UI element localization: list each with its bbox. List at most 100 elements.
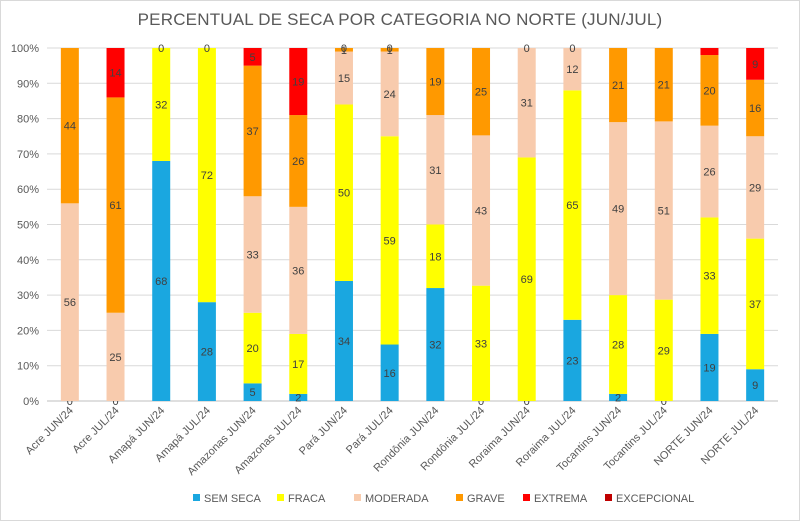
x-tick-label: Acre JUN/24 (23, 405, 76, 458)
bar-segment (380, 344, 399, 401)
data-label: 1 (341, 45, 347, 57)
data-label: 72 (201, 170, 213, 182)
bar-segment (334, 280, 353, 401)
bar-segment (197, 48, 216, 303)
legend-label: GRAVE (467, 493, 505, 505)
bar-segment (289, 393, 308, 401)
data-label: 19 (703, 362, 715, 374)
bar-segment (243, 196, 262, 313)
bar-segment (654, 121, 673, 300)
bar-segment (243, 48, 262, 66)
data-label: 25 (475, 87, 487, 99)
legend-swatch (193, 494, 200, 501)
bar-segment (700, 217, 719, 334)
data-label: 0 (387, 43, 393, 55)
bar-segment (746, 79, 765, 137)
data-label: 32 (429, 340, 441, 352)
bar-segment (380, 48, 399, 52)
legend-swatch (354, 494, 361, 501)
bar-segment (426, 115, 445, 225)
data-label: 29 (658, 345, 670, 357)
data-label: 5 (250, 52, 256, 64)
y-tick-label: 0% (23, 396, 39, 408)
bar-segment (152, 160, 171, 401)
bar-segment (700, 48, 719, 56)
bar-segment (60, 203, 79, 401)
bar-segment (472, 48, 491, 136)
data-label: 33 (246, 250, 258, 262)
bar-segment (289, 48, 308, 116)
data-label: 0 (67, 396, 73, 408)
y-tick-label: 30% (17, 290, 39, 302)
bar-segment (197, 302, 216, 401)
bar-segment (609, 48, 628, 123)
data-label: 65 (566, 200, 578, 212)
data-label: 56 (64, 297, 76, 309)
data-label: 0 (204, 43, 210, 55)
data-label: 29 (749, 182, 761, 194)
data-label: 25 (109, 352, 121, 364)
bar-segment (426, 288, 445, 401)
data-label: 51 (658, 206, 670, 218)
data-label: 31 (521, 98, 533, 110)
y-tick-label: 10% (17, 361, 39, 373)
data-label: 24 (384, 89, 396, 101)
y-tick-label: 80% (17, 114, 39, 126)
data-label: 0 (112, 396, 118, 408)
bar-segment (609, 122, 628, 296)
data-label: 0 (158, 43, 164, 55)
data-label: 9 (752, 59, 758, 71)
data-label: 0 (524, 396, 530, 408)
bar-segment (700, 125, 719, 218)
data-label: 0 (341, 43, 347, 55)
data-label: 32 (155, 99, 167, 111)
data-label: 20 (246, 343, 258, 355)
data-label: 61 (109, 200, 121, 212)
y-tick-label: 20% (17, 325, 39, 337)
bar-segment (426, 48, 445, 116)
legend-label: FRACA (288, 493, 326, 505)
bar-segment (289, 115, 308, 207)
data-label: 33 (475, 338, 487, 350)
bar-segment (289, 333, 308, 394)
data-label: 28 (201, 347, 213, 359)
data-label: 18 (429, 251, 441, 263)
data-label: 19 (429, 77, 441, 89)
data-label: 20 (703, 85, 715, 97)
bar-segment (106, 312, 125, 401)
y-tick-label: 60% (17, 184, 39, 196)
bar-segment (746, 136, 765, 239)
bar-segment (334, 104, 353, 281)
legend-label: EXCEPCIONAL (616, 493, 694, 505)
data-label: 43 (475, 206, 487, 218)
bar-segment (654, 299, 673, 401)
data-label: 16 (749, 103, 761, 115)
bar-segment (563, 90, 582, 320)
bar-segment (563, 319, 582, 401)
data-label: 0 (661, 396, 667, 408)
bar-segment (746, 48, 765, 80)
legend-swatch (605, 494, 612, 501)
data-label: 26 (292, 156, 304, 168)
bar-segment (517, 157, 536, 401)
data-label: 2 (615, 392, 621, 404)
bar-segment (609, 393, 628, 401)
data-label: 1 (387, 45, 393, 57)
chart-title: PERCENTUAL DE SECA POR CATEGORIA NO NORT… (137, 10, 663, 29)
bar-segment (654, 48, 673, 122)
x-tick-label: Pará JUN/24 (297, 405, 350, 458)
data-label: 0 (478, 396, 484, 408)
legend-label: MODERADA (365, 493, 429, 505)
data-label: 0 (569, 43, 575, 55)
bar-segment (700, 333, 719, 401)
data-label: 50 (338, 188, 350, 200)
data-label: 17 (292, 359, 304, 371)
bar-segment (426, 224, 445, 289)
legend-label: SEM SECA (204, 493, 262, 505)
legend-label: EXTREMA (534, 493, 588, 505)
y-tick-label: 50% (17, 220, 39, 232)
data-label: 37 (749, 299, 761, 311)
y-tick-label: 40% (17, 255, 39, 267)
bar-segment (472, 285, 491, 401)
data-label: 19 (292, 77, 304, 89)
